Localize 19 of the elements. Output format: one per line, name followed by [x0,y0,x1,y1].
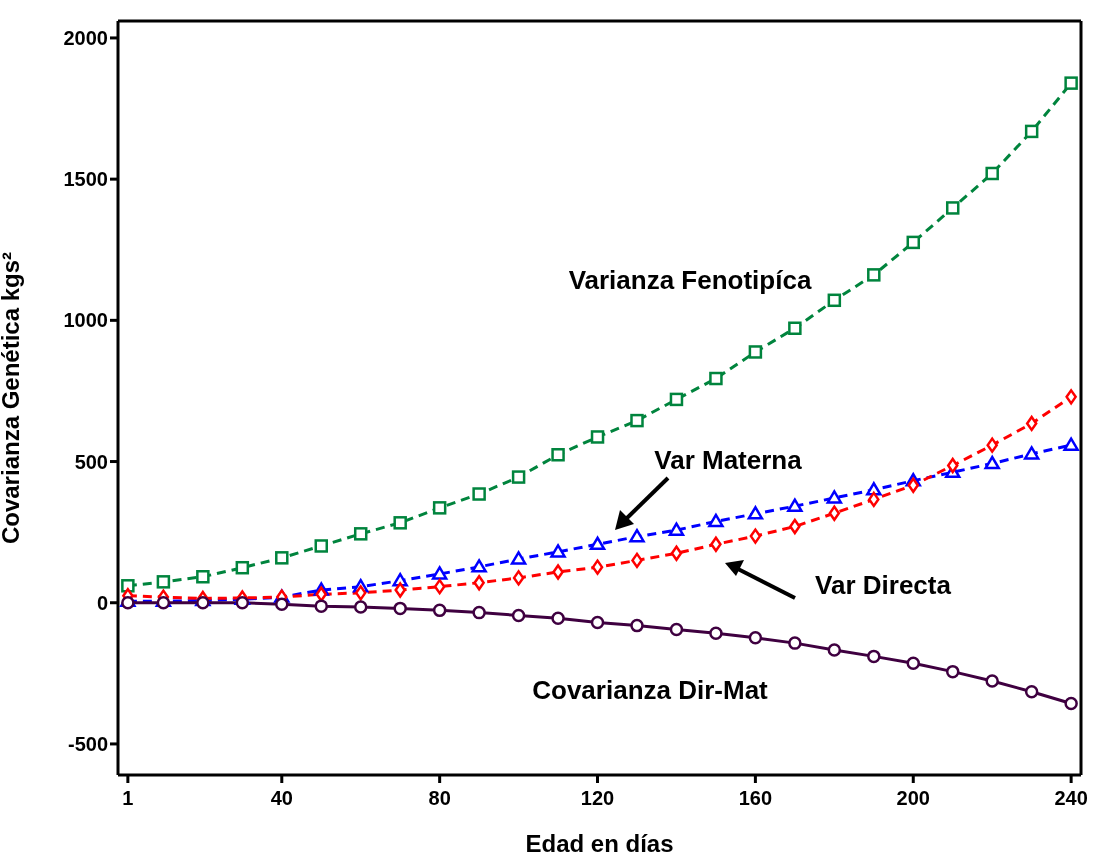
y-tick-label: 2000 [63,27,108,50]
x-tick-label: 40 [270,787,293,810]
y-tick-label: -500 [67,733,108,756]
series-label: Var Materna [654,444,802,476]
y-tick-label: 500 [74,450,108,473]
y-axis-title: Covarianza Genética kgs² [0,251,24,545]
series-label: Var Directa [815,569,951,601]
y-tick-label: 1000 [63,309,108,332]
y-tick-label: 0 [96,591,108,614]
y-tick-label: 1500 [63,168,108,191]
x-tick-label: 120 [580,787,615,810]
x-tick-label: 160 [738,787,773,810]
x-tick-label: 80 [428,787,451,810]
x-tick-label: 200 [896,787,930,810]
x-tick-label: 240 [1054,787,1088,810]
x-axis-title: Edad en días [525,830,674,854]
series-label: Varianza Fenotipíca [568,264,812,296]
x-tick-label: 1 [122,787,134,810]
series-label: Covarianza Dir-Mat [532,674,768,706]
